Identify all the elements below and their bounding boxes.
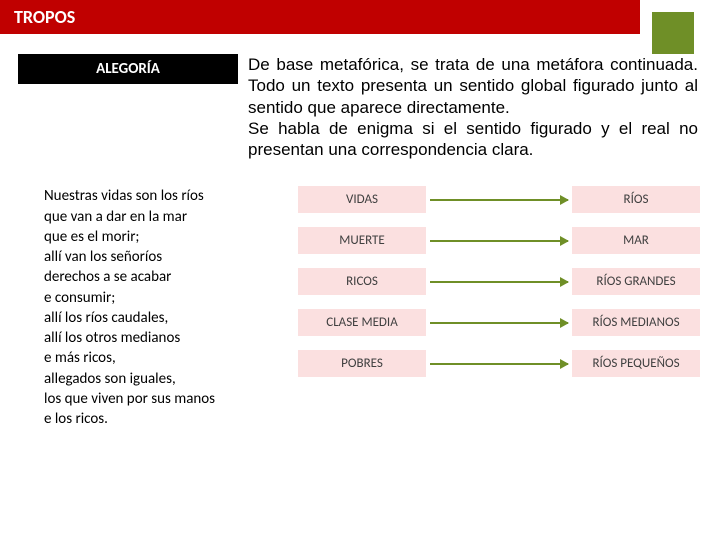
definition-row: ALEGORÍA De base metafórica, se trata de… (0, 54, 720, 160)
mapping-target-label: RÍOS GRANDES (572, 268, 700, 295)
mapping-row: POBRES RÍOS PEQUEÑOS (298, 350, 700, 377)
poem-line: Nuestras vidas son los ríos (44, 187, 204, 205)
poem-block: Nuestras vidas son los ríos que van a dar… (0, 186, 290, 429)
arrow-right-icon (430, 281, 568, 283)
poem-line: que es el morir; (44, 228, 139, 246)
poem-line: allí los otros medianos (44, 329, 180, 347)
mapping-row: RICOS RÍOS GRANDES (298, 268, 700, 295)
term-description: De base metafórica, se trata de una metá… (238, 54, 720, 160)
poem-line: allí van los señoríos (44, 248, 162, 266)
mapping-source-label: MUERTE (298, 227, 426, 254)
mapping-source-label: CLASE MEDIA (298, 309, 426, 336)
poem-line: los que viven por sus manos (44, 390, 215, 408)
poem-line: allegados son iguales, (44, 370, 176, 388)
mapping-target-label: MAR (572, 227, 700, 254)
poem-line: e los ricos. (44, 410, 108, 428)
term-label: ALEGORÍA (18, 54, 238, 84)
mapping-target-label: RÍOS PEQUEÑOS (572, 350, 700, 377)
poem-line: que van a dar en la mar (44, 208, 187, 226)
mapping-source-label: RICOS (298, 268, 426, 295)
accent-box (652, 12, 694, 54)
arrow-right-icon (430, 199, 568, 201)
page-title: TROPOS (14, 6, 75, 28)
poem-line: allí los ríos caudales, (44, 309, 168, 327)
arrow-right-icon (430, 363, 568, 365)
arrow-right-icon (430, 240, 568, 242)
arrow-right-icon (430, 322, 568, 324)
mapping-source-label: VIDAS (298, 186, 426, 213)
poem-line: e consumir; (44, 289, 115, 307)
mapping-row: MUERTE MAR (298, 227, 700, 254)
example-row: Nuestras vidas son los ríos que van a dar… (0, 186, 720, 429)
poem-line: e más ricos, (44, 349, 116, 367)
mapping-source-label: POBRES (298, 350, 426, 377)
mapping-target-label: RÍOS MEDIANOS (572, 309, 700, 336)
page-title-bar: TROPOS (0, 0, 640, 34)
mapping-target-label: RÍOS (572, 186, 700, 213)
mapping-block: VIDAS RÍOS MUERTE MAR RICOS RÍOS GRANDES CLASE… (290, 186, 720, 429)
poem-line: derechos a se acabar (44, 268, 171, 286)
mapping-row: VIDAS RÍOS (298, 186, 700, 213)
mapping-row: CLASE MEDIA RÍOS MEDIANOS (298, 309, 700, 336)
